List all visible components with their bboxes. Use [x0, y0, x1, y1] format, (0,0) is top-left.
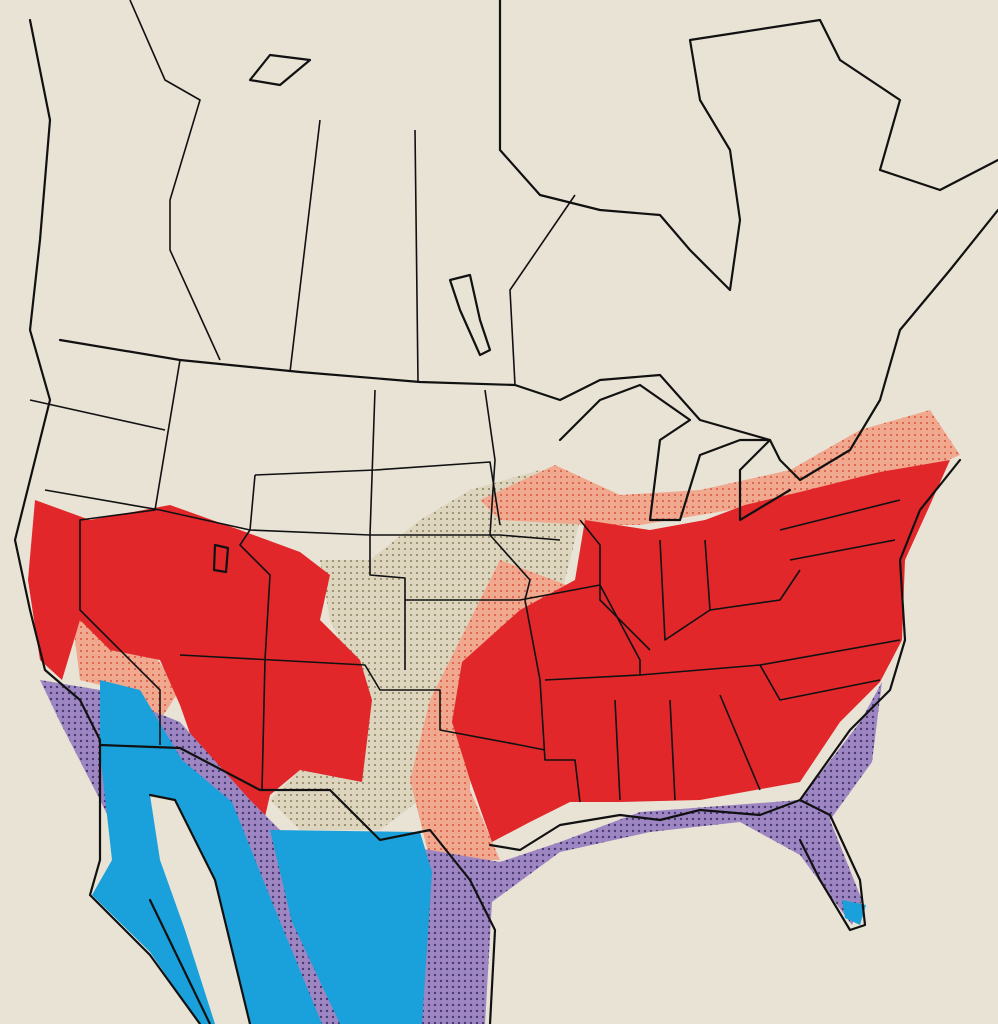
range-zone-red-east [452, 460, 950, 842]
range-zone-red-west [28, 500, 372, 830]
range-zone-beige [270, 470, 580, 830]
range-zone-blue-baja [92, 680, 322, 1024]
range-zone-blue-florida [842, 900, 866, 925]
gulf-of-california [150, 795, 250, 1024]
range-zone-pink [480, 410, 960, 525]
range-zone-blue-mexico [270, 830, 432, 1024]
borders [13, 0, 998, 1024]
